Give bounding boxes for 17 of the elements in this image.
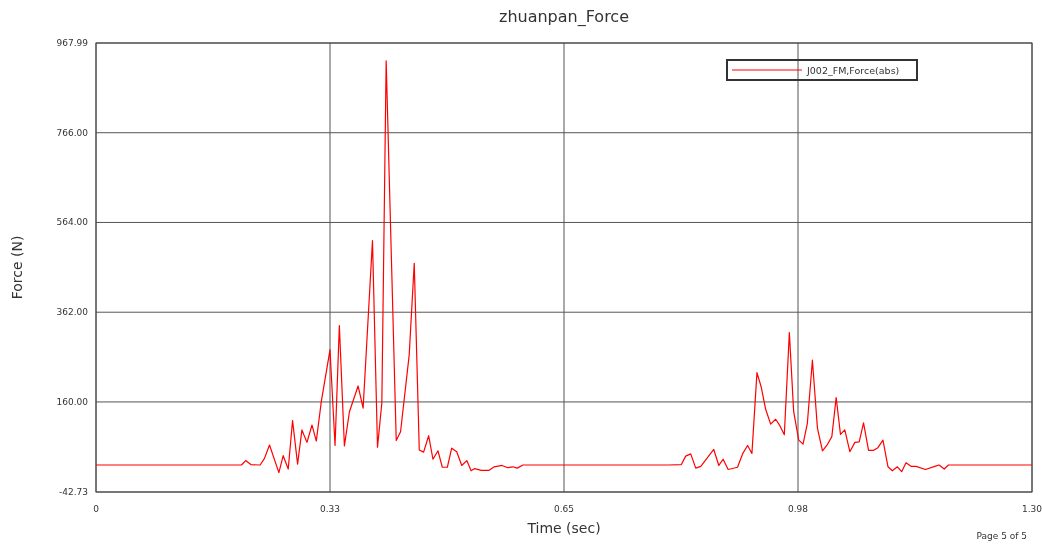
y-tick-label: 766.00 (56, 127, 89, 138)
y-tick-label: 362.00 (56, 307, 89, 318)
line-series (96, 60, 1032, 474)
y-tick-label: -42.73 (58, 487, 88, 497)
x-tick-label: 0.33 (319, 504, 341, 514)
y-tick-label: 564.00 (56, 217, 89, 228)
x-axis-title: Time (sec) (526, 520, 601, 536)
x-tick-label: 1.30 (1021, 504, 1042, 514)
chart-title: zhuanpan_Force (498, 7, 630, 27)
y-tick-label: 160.00 (56, 396, 89, 407)
x-tick-label: 0.98 (787, 504, 809, 514)
x-tick-label: 0.65 (553, 504, 575, 514)
x-tick-label: 0 (93, 504, 100, 514)
y-axis-title: Force (N) (9, 235, 25, 300)
text: J002_FM,Force(abs) (806, 65, 900, 76)
text: Page 5 of 5 (976, 531, 1027, 541)
y-tick-label: 967.99 (56, 38, 89, 48)
